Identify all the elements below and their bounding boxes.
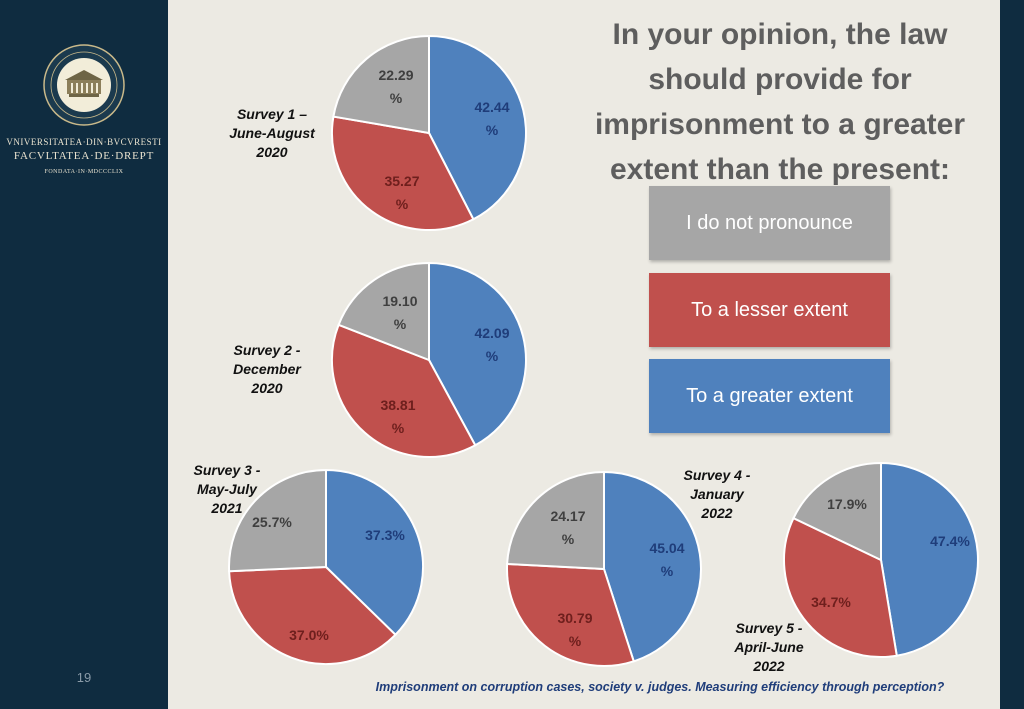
footer-caption: Imprisonment on corruption cases, societ… [375, 680, 945, 694]
survey-3-label-no-opinion: 25.7% [252, 514, 292, 530]
survey-2-slice-lesser [331, 323, 477, 458]
survey-5-slice-no-opinion [792, 461, 882, 562]
right-border [1000, 0, 1024, 709]
page-number: 19 [76, 670, 92, 685]
survey-5-slice-greater [880, 461, 980, 657]
survey-1-label-lesser: 35.27% [384, 173, 419, 212]
survey-2-slice-no-opinion [337, 261, 430, 362]
legend-item-no-opinion: I do not pronounce [649, 186, 890, 260]
survey-5-label-lesser: 34.7% [811, 594, 851, 610]
survey-1-slice-no-opinion [332, 34, 430, 135]
survey-4-slice-lesser [506, 562, 636, 667]
sidebar: VNIVERSITATEA·DIN·BVCVRESTI FACVLTATEA·D… [0, 0, 168, 709]
faculty-name: FACVLTATEA·DE·DREPT [13, 150, 155, 162]
legend-item-lesser-extent: To a lesser extent [649, 273, 890, 347]
survey-2-slice-greater [428, 261, 528, 447]
survey-1-label: Survey 1 – June-August 2020 [229, 106, 315, 160]
survey-4-label-greater: 45.04% [649, 540, 684, 579]
survey-4-label: Survey 4 - January 2022 [683, 467, 751, 521]
survey-2-label: Survey 2 - December 2020 [233, 342, 301, 396]
survey-3-slice-no-opinion [228, 468, 327, 573]
survey-3-label-greater: 37.3% [365, 527, 405, 543]
survey-4-slice-no-opinion [506, 470, 605, 571]
survey-1-slice-greater [428, 34, 527, 221]
survey-3-label-lesser: 37.0% [289, 627, 329, 643]
survey-4-slice-greater [603, 470, 702, 663]
survey-3-label: Survey 3 - May-July 2021 [193, 462, 261, 516]
survey-5-label-greater: 47.4% [930, 533, 970, 549]
survey-3-slice-greater [325, 468, 424, 637]
survey-2-label-lesser: 38.81% [380, 397, 415, 436]
university-seal-icon [43, 44, 125, 126]
university-name: VNIVERSITATEA·DIN·BVCVRESTI [6, 137, 162, 147]
survey-5-label-no-opinion: 17.9% [827, 496, 867, 512]
survey-3-slice-lesser [228, 565, 397, 665]
survey-4-label-no-opinion: 24.17% [550, 508, 585, 547]
survey-1-label-greater: 42.44% [474, 99, 509, 138]
survey-1-label-no-opinion: 22.29% [378, 67, 413, 106]
survey-1-slice-lesser [331, 115, 475, 231]
survey-5-slice-lesser [783, 516, 898, 658]
survey-4-label-lesser: 30.79% [557, 610, 592, 649]
survey-2-label-no-opinion: 19.10% [382, 293, 417, 332]
slide-title: In your opinion, the law should provide … [594, 18, 966, 186]
founded-line: FONDATA·IN·MDCCCLIX [44, 169, 124, 175]
survey-2-label-greater: 42.09% [474, 325, 509, 364]
legend-item-greater-extent: To a greater extent [649, 359, 890, 433]
survey-5-label: Survey 5 - April-June 2022 [734, 620, 804, 674]
